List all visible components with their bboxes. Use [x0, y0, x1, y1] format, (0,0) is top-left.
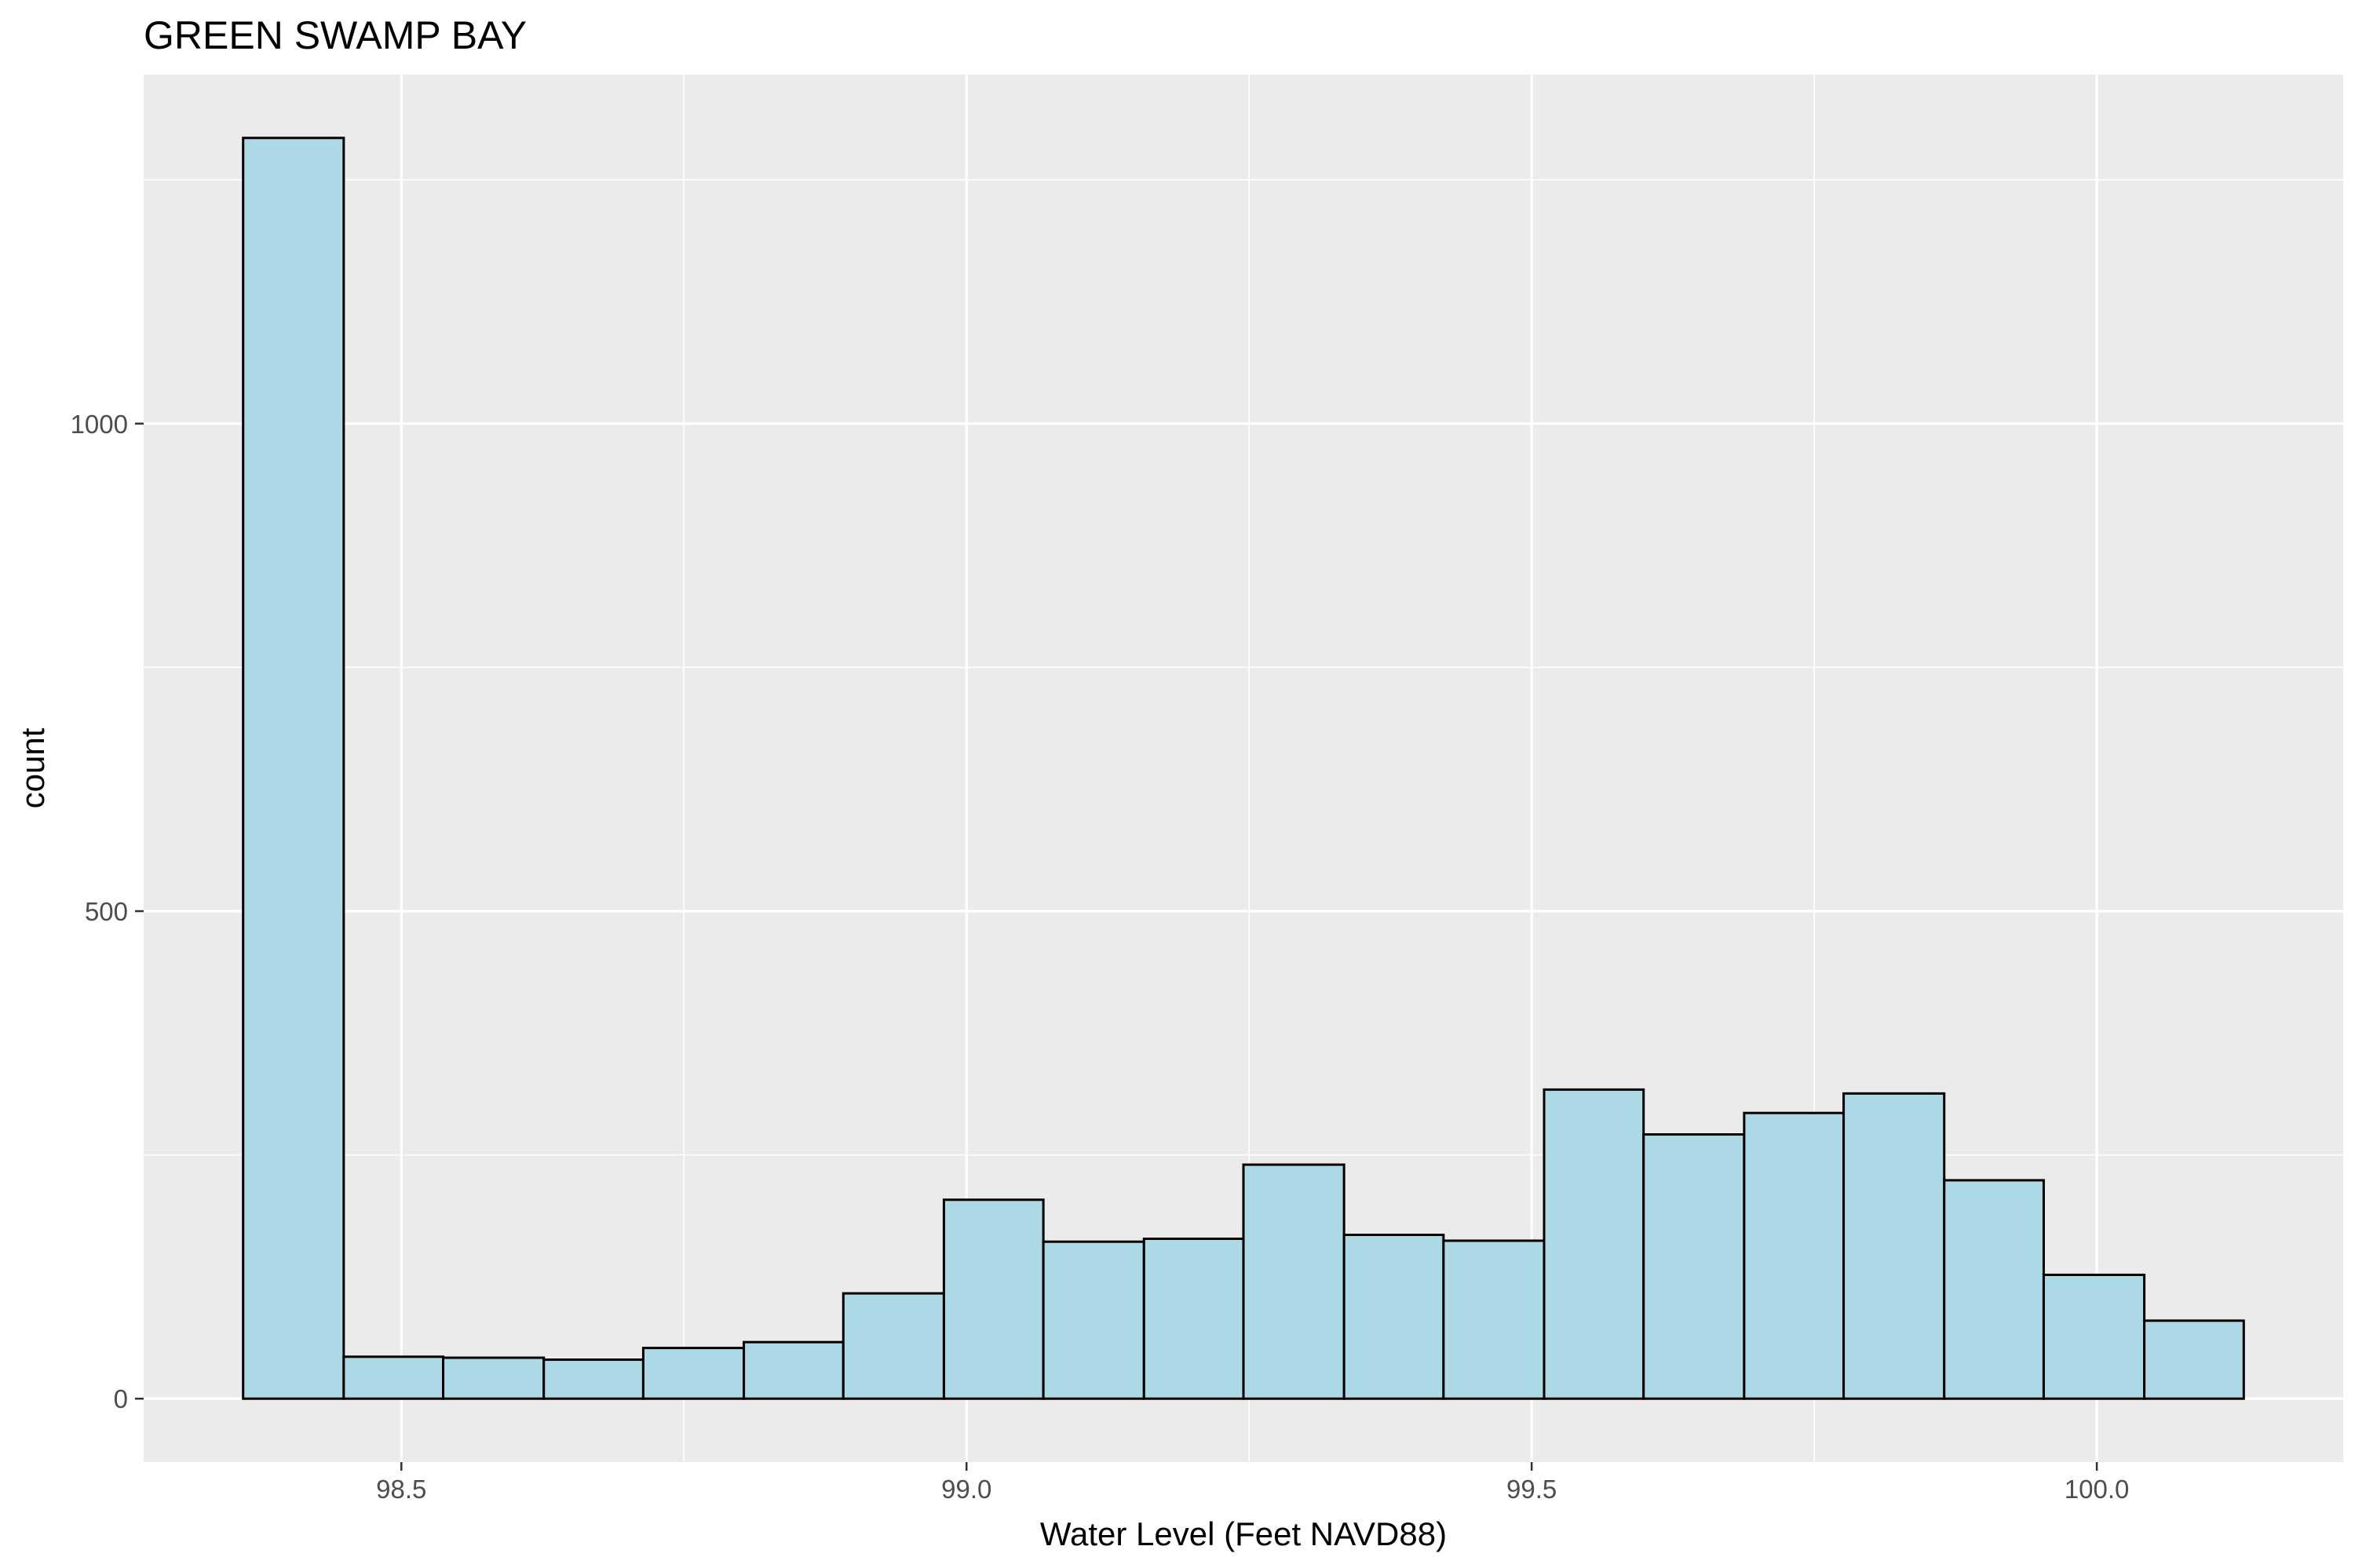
histogram-bar-11 — [1242, 1163, 1345, 1400]
histogram-bar-1 — [242, 137, 345, 1400]
x-axis-title: Water Level (Feet NAVD88) — [1040, 1515, 1447, 1552]
x-tick-label: 98.5 — [376, 1475, 426, 1504]
histogram-bar-13 — [1442, 1239, 1546, 1400]
histogram-bars — [242, 137, 2245, 1400]
histogram-bar-20 — [2143, 1319, 2245, 1400]
y-tick-label: 500 — [85, 897, 128, 926]
y-tick-label: 0 — [114, 1384, 128, 1413]
chart-title: GREEN SWAMP BAY — [144, 13, 527, 57]
x-tick-label: 100.0 — [2065, 1475, 2130, 1504]
histogram-bar-8 — [942, 1198, 1045, 1400]
x-tick-label: 99.0 — [941, 1475, 991, 1504]
histogram-bar-15 — [1642, 1133, 1746, 1400]
histogram-bar-3 — [442, 1356, 546, 1400]
histogram-bar-17 — [1842, 1092, 1946, 1400]
histogram-bar-19 — [2042, 1273, 2146, 1400]
x-tick-label: 99.5 — [1506, 1475, 1557, 1504]
histogram-bar-18 — [1943, 1179, 2045, 1400]
y-axis-title: count — [14, 727, 51, 808]
histogram-bar-9 — [1042, 1240, 1145, 1400]
histogram-bar-14 — [1543, 1088, 1645, 1400]
histogram-bar-6 — [743, 1340, 845, 1400]
histogram-bar-5 — [641, 1347, 746, 1400]
histogram-bar-4 — [542, 1358, 644, 1400]
y-tick-label: 1000 — [71, 410, 128, 439]
histogram-bar-7 — [842, 1292, 945, 1400]
histogram-bar-12 — [1342, 1234, 1445, 1400]
minor-gridlines — [144, 75, 2343, 1462]
histogram-bar-16 — [1743, 1111, 1846, 1400]
y-axis: 0 500 1000 — [71, 410, 144, 1413]
histogram-bar-10 — [1142, 1237, 1245, 1400]
x-axis: 98.5 99.0 99.5 100.0 — [376, 1462, 2129, 1504]
histogram-bar-2 — [342, 1355, 445, 1400]
